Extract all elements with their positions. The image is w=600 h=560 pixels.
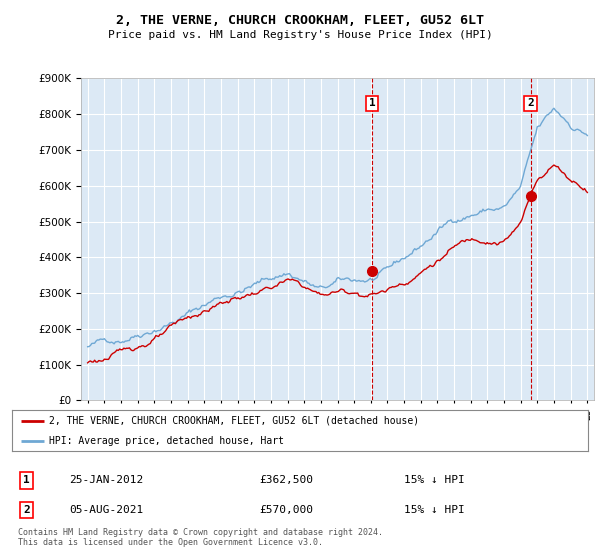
Text: 05-AUG-2021: 05-AUG-2021 [70,505,144,515]
Text: 1: 1 [23,475,30,486]
Text: HPI: Average price, detached house, Hart: HPI: Average price, detached house, Hart [49,436,284,446]
Text: Price paid vs. HM Land Registry's House Price Index (HPI): Price paid vs. HM Land Registry's House … [107,30,493,40]
Text: 2, THE VERNE, CHURCH CROOKHAM, FLEET, GU52 6LT (detached house): 2, THE VERNE, CHURCH CROOKHAM, FLEET, GU… [49,416,419,426]
Text: £362,500: £362,500 [260,475,314,486]
Text: 2, THE VERNE, CHURCH CROOKHAM, FLEET, GU52 6LT: 2, THE VERNE, CHURCH CROOKHAM, FLEET, GU… [116,14,484,27]
Text: 1: 1 [368,99,376,109]
Text: 25-JAN-2012: 25-JAN-2012 [70,475,144,486]
Text: £570,000: £570,000 [260,505,314,515]
Text: 15% ↓ HPI: 15% ↓ HPI [404,505,464,515]
Text: Contains HM Land Registry data © Crown copyright and database right 2024.
This d: Contains HM Land Registry data © Crown c… [18,528,383,547]
Text: 2: 2 [23,505,30,515]
Text: 2: 2 [527,99,534,109]
Text: 15% ↓ HPI: 15% ↓ HPI [404,475,464,486]
